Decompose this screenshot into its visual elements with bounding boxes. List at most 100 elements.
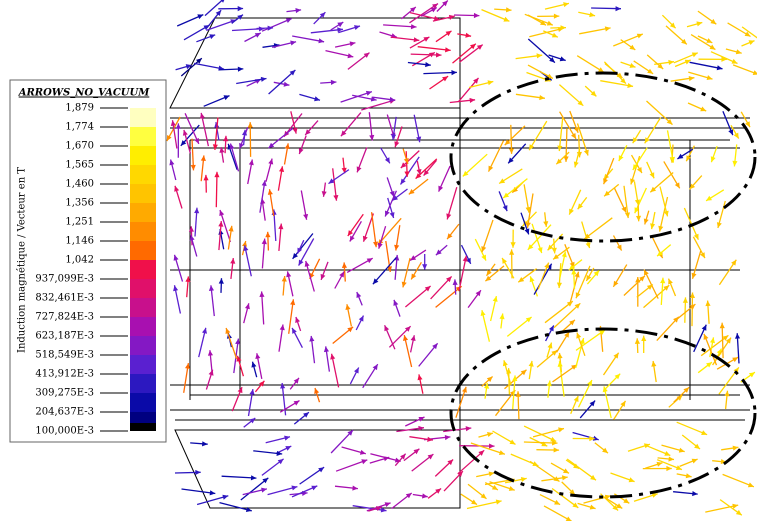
arrow-head — [375, 506, 382, 511]
arrow-head — [247, 122, 253, 128]
arrow-head — [291, 485, 298, 491]
arrow-head — [283, 81, 290, 87]
arrow-head — [255, 353, 261, 359]
arrow-head — [369, 134, 375, 141]
arrow-head — [416, 169, 422, 175]
legend-level: 1,774 — [65, 122, 94, 133]
arrow-head — [748, 372, 755, 378]
field-arrow — [584, 217, 613, 240]
field-arrow — [221, 475, 257, 479]
arrow-head — [279, 166, 285, 172]
field-arrow — [691, 292, 694, 327]
arrow-head — [614, 373, 621, 380]
field-arrow — [712, 337, 732, 366]
arrow-head — [194, 207, 200, 214]
arrow-head — [473, 12, 480, 19]
arrow-head — [674, 182, 680, 189]
field-arrow — [481, 310, 491, 342]
field-arrow — [214, 117, 219, 150]
legend-level: 309,275E-3 — [35, 388, 94, 399]
arrow-head — [358, 315, 364, 322]
arrow-head — [202, 327, 207, 334]
arrow-head — [616, 244, 622, 251]
arrow-head — [568, 264, 575, 271]
field-arrow — [383, 24, 417, 28]
arrow-head — [470, 43, 476, 50]
field-arrow — [512, 375, 516, 410]
arrow-head — [629, 63, 636, 68]
arrow-head — [651, 361, 657, 367]
arrow-head — [298, 259, 304, 266]
arrow-head — [267, 25, 274, 31]
arrow-head — [448, 14, 455, 20]
arrow-head — [268, 158, 274, 165]
arrow-head — [400, 453, 406, 460]
arrow-head — [565, 516, 572, 521]
arrow-head — [682, 297, 688, 303]
arrow-head — [362, 235, 368, 242]
arrow-head — [182, 129, 188, 136]
arrow-head — [341, 262, 347, 268]
arrow-head — [634, 207, 640, 214]
field-arrow — [219, 209, 232, 243]
arrow-head — [550, 436, 557, 442]
arrow-head — [706, 75, 713, 80]
arrow-head — [236, 355, 242, 362]
arrow-head — [502, 257, 507, 264]
arrow-head — [430, 7, 437, 13]
arrow-head — [657, 250, 663, 257]
arrow-head — [623, 498, 630, 504]
arrow-head — [668, 59, 674, 65]
arrow-head — [295, 8, 302, 14]
arrow-head — [663, 210, 669, 217]
arrow-head — [473, 77, 479, 84]
arrow-head — [693, 233, 699, 240]
field-arrow — [370, 212, 377, 248]
arrow-head — [536, 53, 543, 59]
arrow-head — [701, 430, 708, 435]
arrow-head — [237, 387, 243, 394]
legend-swatch — [130, 279, 156, 298]
arrow-head — [508, 157, 514, 164]
field-arrow — [523, 425, 557, 443]
arrow-head — [549, 57, 555, 63]
arrow-head — [669, 22, 676, 29]
arrow-head — [616, 503, 623, 509]
arrow-head — [752, 70, 757, 75]
arrow-head — [457, 471, 463, 477]
arrow-head — [356, 292, 362, 298]
field-arrow — [204, 0, 224, 17]
arrow-head — [492, 296, 498, 302]
arrow-head — [223, 95, 230, 101]
arrow-head — [180, 140, 187, 146]
arrow-head — [259, 380, 265, 387]
arrow-head — [688, 76, 695, 82]
arrow-head — [508, 148, 514, 154]
arrow-head — [413, 37, 420, 43]
arrow-head — [525, 222, 531, 228]
arrow-head — [262, 477, 269, 484]
arrow-head — [237, 14, 243, 20]
arrow-head — [543, 221, 549, 227]
legend-swatch — [130, 336, 156, 355]
arrow-head — [297, 247, 303, 254]
arrow-head — [656, 461, 663, 467]
arrow-head — [174, 185, 180, 192]
arrow-head — [636, 167, 642, 173]
arrow-head — [349, 41, 356, 47]
arrow-head — [389, 212, 395, 218]
arrow-head — [347, 53, 354, 59]
arrow-head — [650, 186, 657, 193]
arrow-head — [349, 235, 355, 242]
legend-title: ARROWS_NO_VACUUM — [18, 88, 151, 99]
arrow-head — [639, 275, 645, 282]
arrow-head — [170, 120, 176, 126]
highlight-ellipse — [449, 327, 757, 499]
arrow-head — [732, 160, 738, 167]
arrow-head — [242, 129, 248, 136]
arrow-head — [447, 459, 454, 466]
field-arrow — [403, 334, 413, 368]
arrow-head — [249, 389, 255, 395]
arrow-head — [400, 178, 406, 185]
arrow-head — [330, 79, 337, 85]
